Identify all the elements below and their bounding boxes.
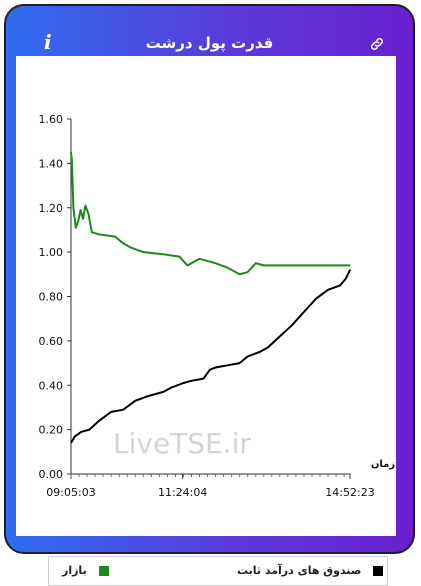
watermark-text: LiveTSE.ir <box>113 427 251 460</box>
series-point <box>88 213 90 215</box>
series-point <box>345 278 347 280</box>
y-tick-label: 0.80 <box>39 291 64 304</box>
series-point <box>214 262 217 264</box>
series-point <box>315 298 317 300</box>
series-point <box>91 231 93 233</box>
info-icon[interactable]: i <box>44 30 52 54</box>
series-point <box>339 284 341 286</box>
series-point <box>349 264 351 266</box>
series-point <box>255 262 257 264</box>
y-tick-label: 0.00 <box>39 468 64 481</box>
series-line <box>70 152 350 276</box>
series-point <box>134 400 136 402</box>
series-point <box>182 382 184 384</box>
legend-swatch-fixed-income <box>373 566 384 576</box>
series-point <box>130 247 132 249</box>
card-header: i قدرت پول درشت <box>6 6 413 62</box>
series-point <box>98 233 100 235</box>
series-point <box>80 431 82 433</box>
legend-label-market: بازار <box>62 564 87 577</box>
series-point <box>75 227 77 229</box>
axes: 0.00 0.20 0.40 0.60 0.80 1.00 1.20 1.40 1.60 09:0… <box>39 113 375 499</box>
series-point <box>82 218 84 220</box>
legend-item-fixed-income[interactable]: صندوق های درآمد ثابت <box>237 564 384 577</box>
legend-item-market[interactable]: بازار <box>62 564 109 577</box>
series-line <box>70 269 351 444</box>
y-tick-label: 1.00 <box>39 246 64 259</box>
series-point <box>74 435 76 437</box>
series-point <box>291 324 293 326</box>
link-icon[interactable] <box>369 36 385 52</box>
x-tick-label: 14:52:23 <box>325 486 374 499</box>
series-point <box>227 267 229 269</box>
y-tick-label: 0.20 <box>39 424 64 437</box>
series-point <box>259 351 261 353</box>
series-point <box>194 260 197 262</box>
series-point <box>303 311 305 313</box>
legend-label-fixed-income: صندوق های درآمد ثابت <box>237 564 362 577</box>
y-tick-label: 1.60 <box>39 113 64 126</box>
chart-panel: 0.00 0.20 0.40 0.60 0.80 1.00 1.20 1.40 1.60 09:0… <box>16 56 396 586</box>
series-point <box>70 151 72 153</box>
series-point <box>214 366 217 369</box>
series-point <box>263 264 265 266</box>
series-layer <box>70 151 351 444</box>
series-point <box>72 207 74 209</box>
chart-legend: بازار صندوق های درآمد ثابت <box>48 556 388 586</box>
series-point <box>122 409 124 411</box>
series-point <box>279 335 281 337</box>
series-fixed-income <box>70 269 351 444</box>
series-point <box>77 220 79 222</box>
series-point <box>170 386 172 389</box>
series-point <box>84 204 86 207</box>
series-point <box>186 264 188 266</box>
y-tick-label: 0.40 <box>39 379 64 392</box>
series-point <box>162 391 164 393</box>
series-point <box>349 269 351 271</box>
series-point <box>122 242 124 244</box>
y-tick-label: 1.40 <box>39 157 64 170</box>
series-point <box>70 442 72 444</box>
series-point <box>239 362 241 364</box>
series-point <box>114 236 116 238</box>
series-point <box>227 364 229 366</box>
series-point <box>178 256 180 258</box>
series-point <box>198 258 201 260</box>
chart-title: قدرت پول درشت <box>145 34 274 52</box>
series-point <box>267 346 269 349</box>
y-tick-label: 1.20 <box>39 202 64 215</box>
series-point <box>80 209 82 211</box>
series-point <box>142 251 144 253</box>
x-tick-label: 11:24:04 <box>158 486 207 499</box>
x-tick-label: 09:05:03 <box>46 486 95 499</box>
series-point <box>327 289 329 291</box>
series-point <box>190 380 192 382</box>
legend-swatch-market <box>98 566 109 576</box>
series-point <box>71 158 73 160</box>
series-point <box>247 355 249 357</box>
series-market <box>70 151 351 276</box>
series-point <box>110 411 112 413</box>
series-point <box>88 429 90 431</box>
series-point <box>239 273 241 275</box>
chart-svg: 0.00 0.20 0.40 0.60 0.80 1.00 1.20 1.40 1.60 09:0… <box>39 113 396 499</box>
series-point <box>162 253 164 255</box>
series-point <box>98 420 100 422</box>
series-point <box>247 271 249 273</box>
series-point <box>202 378 205 380</box>
series-point <box>209 369 211 371</box>
x-axis-label: زمان <box>371 459 395 470</box>
series-point <box>146 395 148 397</box>
y-tick-label: 0.60 <box>39 335 64 348</box>
